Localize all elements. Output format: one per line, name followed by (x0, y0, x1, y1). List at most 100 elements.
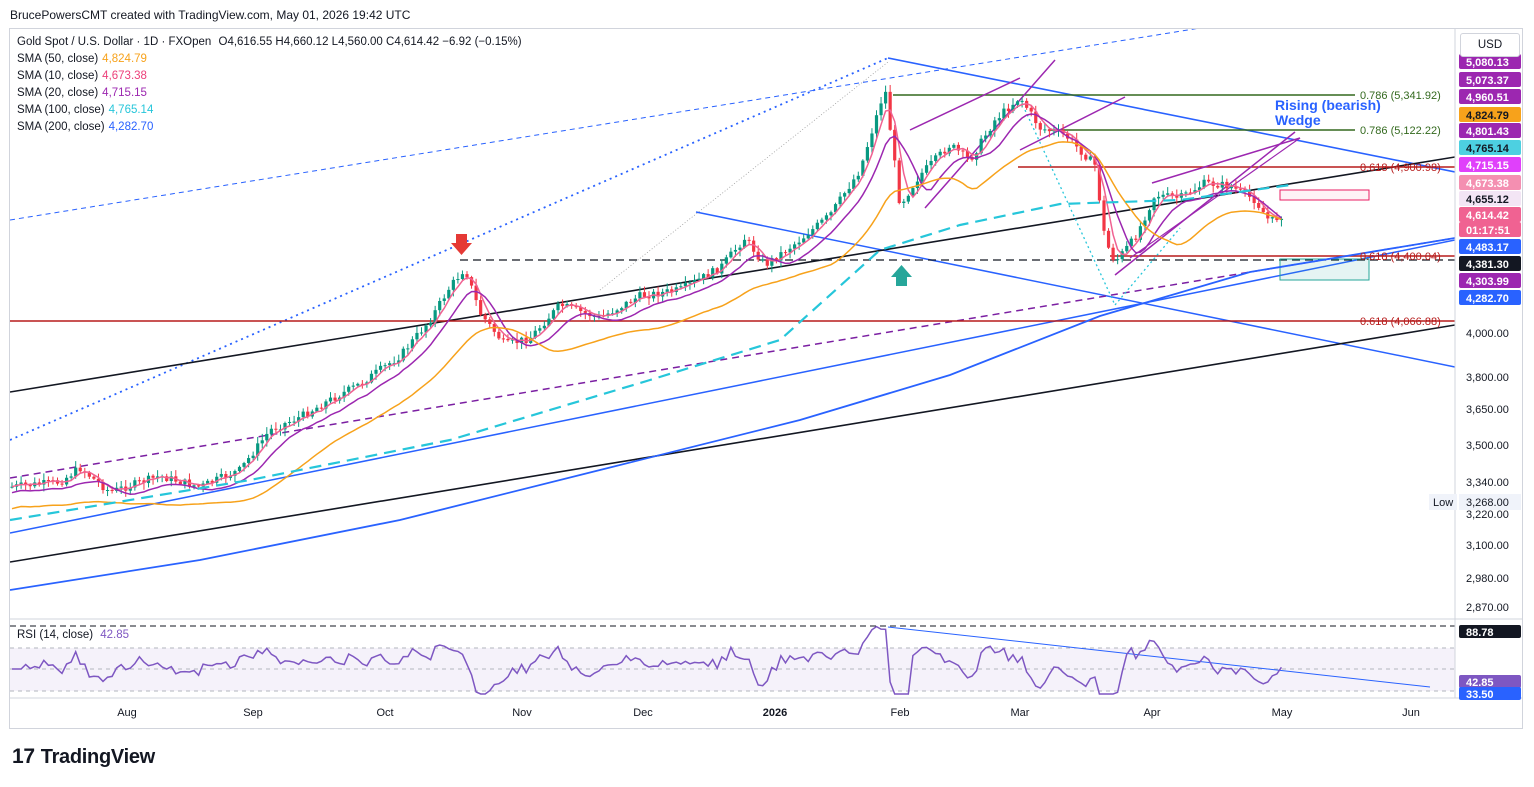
candle-body (60, 483, 64, 485)
candle-body (1116, 259, 1120, 261)
candle (160, 474, 164, 483)
candle (397, 354, 401, 367)
candle (419, 327, 424, 336)
sma-200-line (10, 237, 1455, 591)
price-label-bg (1459, 157, 1521, 172)
candle-body (1088, 156, 1092, 160)
candle (1207, 174, 1211, 184)
candle-body (647, 296, 651, 299)
candle-body (638, 292, 642, 299)
candle (1248, 184, 1252, 202)
candle-body (770, 258, 774, 266)
candle (96, 473, 101, 487)
price-label-text: 4,655.12 (1466, 194, 1509, 206)
candle-body (333, 397, 337, 401)
candle (378, 361, 383, 373)
candle-body (260, 440, 264, 444)
candle (642, 286, 647, 299)
candle-body (897, 160, 901, 204)
candle (911, 186, 915, 198)
candle-body (1111, 247, 1115, 260)
candle-body (183, 479, 187, 485)
candle-body (1279, 218, 1284, 221)
candle-body (287, 421, 292, 424)
candle (683, 276, 687, 291)
candle-body (319, 407, 323, 409)
candle-body (1102, 200, 1106, 231)
candle-body (378, 365, 383, 370)
candle-body (215, 476, 219, 483)
candle-body (774, 258, 778, 261)
candle (1134, 234, 1138, 242)
tradingview-logo[interactable]: 17 TradingView (12, 745, 155, 769)
candle (924, 159, 929, 175)
candle (460, 270, 465, 281)
indicator-row[interactable]: SMA (50, close) 4,824.79 (17, 51, 522, 68)
candle (456, 272, 460, 284)
candle-body (815, 222, 819, 230)
symbol-name: Gold Spot / U.S. Dollar · 1D · FXOpen (17, 36, 212, 48)
candle (847, 182, 851, 197)
candle-body (583, 311, 587, 313)
indicator-row[interactable]: SMA (10, close) 4,673.38 (17, 68, 522, 85)
indicator-row[interactable]: SMA (200, close) 4,282.70 (17, 119, 522, 136)
rsi-axis-label-text: 42.85 (1466, 677, 1494, 689)
candle (711, 266, 715, 281)
candle-body (1034, 111, 1038, 124)
candle (1088, 150, 1092, 161)
candle-body (1125, 245, 1129, 252)
currency-selector[interactable]: USD (1460, 33, 1520, 57)
candle-body (1202, 179, 1206, 188)
candle (788, 244, 792, 259)
candle-body (1184, 192, 1188, 194)
candle-body (1020, 100, 1024, 102)
candle (42, 473, 46, 492)
candle-body (1225, 181, 1229, 189)
candle-body (429, 322, 433, 326)
price-label-bg (1459, 239, 1521, 254)
tv-logo-icon: 17 (12, 745, 35, 768)
candle (256, 436, 260, 461)
candle-body (210, 480, 214, 483)
candle (1038, 121, 1042, 136)
candle-body (683, 283, 687, 287)
candle-body (206, 480, 210, 484)
candle (1084, 152, 1088, 162)
x-tick-label: Nov (512, 707, 532, 719)
candle (961, 148, 965, 158)
indicator-value: 4,824.79 (102, 53, 147, 65)
candle-body (1106, 230, 1111, 248)
descending-support-line (695, 211, 1455, 368)
candle-body (665, 289, 669, 292)
candle (469, 275, 474, 289)
candle-body (142, 480, 146, 484)
candle (629, 298, 633, 305)
indicator-row[interactable]: SMA (20, close) 4,715.15 (17, 85, 522, 102)
candle-body (874, 115, 879, 134)
rsi-value: 42.85 (100, 629, 130, 641)
candle-body (879, 103, 883, 116)
candle-body (1015, 101, 1020, 105)
candle (260, 433, 264, 449)
price-label: 4,715.15 (1459, 157, 1521, 172)
candle (720, 259, 724, 279)
candle (929, 155, 933, 171)
candle (274, 422, 278, 435)
price-label-text: 4,801.43 (1466, 126, 1509, 138)
candle-body (105, 490, 110, 492)
candle-body (96, 478, 101, 483)
candle-body (556, 303, 560, 311)
candle-body (178, 481, 182, 485)
candle (893, 124, 897, 168)
low-tag: Low (1433, 497, 1453, 509)
candle-body (219, 474, 223, 477)
candle-body (78, 467, 82, 472)
candle-body (1257, 203, 1261, 208)
indicator-row[interactable]: SMA (100, close) 4,765.14 (17, 102, 522, 119)
candle (884, 85, 888, 109)
candle-body (460, 274, 465, 280)
fib-label: 0.618 (4,400.04) (1360, 251, 1441, 263)
candle-body (1175, 195, 1179, 198)
candle-body (74, 467, 78, 477)
